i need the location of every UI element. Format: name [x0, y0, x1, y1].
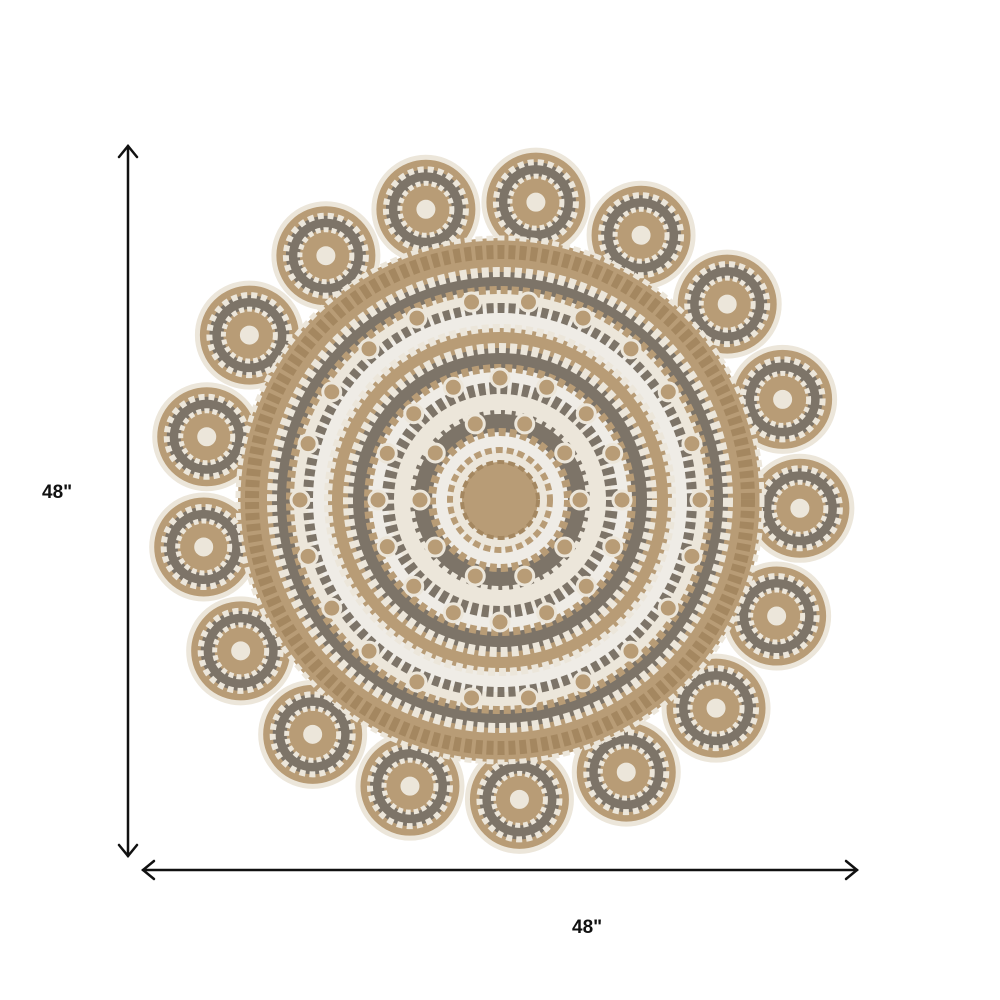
rug-rosette [461, 687, 483, 709]
rug-scallop-center [613, 759, 639, 785]
rug-rosette [575, 403, 597, 425]
rug-rosette [424, 536, 446, 558]
rug-scallop-center [628, 222, 654, 248]
rug-rosette [657, 381, 679, 403]
rug-rosette [358, 338, 380, 360]
width-arrow [141, 859, 859, 881]
rug-rosette [569, 489, 591, 511]
rug-rosette [572, 671, 594, 693]
rug-rosette [572, 307, 594, 329]
rug-rosette [575, 575, 597, 597]
rug-rosette [611, 489, 633, 511]
rug-rosette [297, 545, 319, 567]
rug-scallop-center [764, 603, 790, 629]
rug-rosette [367, 489, 389, 511]
round-jute-rug [149, 147, 855, 854]
rug-scallop-center [787, 495, 813, 521]
rug-scallop-center [191, 534, 217, 560]
rug-scallop-center [236, 322, 262, 348]
rug-scallop-center [397, 773, 423, 799]
rug-rosette [681, 433, 703, 455]
rug-rosette [620, 640, 642, 662]
rug-scallop-center [523, 189, 549, 215]
rug-rosette [358, 640, 380, 662]
rug-rosette [461, 291, 483, 313]
rug-rosette [464, 565, 486, 587]
rug-scallop-center [194, 424, 220, 450]
rug-rosette [620, 338, 642, 360]
rug-rosette [602, 536, 624, 558]
rug-ring [460, 460, 540, 540]
rug-scallop-center [228, 638, 254, 664]
rug-scallop-center [506, 786, 532, 812]
rug-rosette [406, 671, 428, 693]
rug-scallop-center [714, 291, 740, 317]
rug-rosette [442, 602, 464, 624]
rug-rosette [536, 376, 558, 398]
rug-rosette [376, 442, 398, 464]
rug-rosette [602, 442, 624, 464]
rug-rosette [514, 565, 536, 587]
rug-rosette [321, 597, 343, 619]
rug-scallop-center [300, 721, 326, 747]
rug-rosette [489, 611, 511, 633]
rug-rosette [689, 489, 711, 511]
width-dimension-label: 48" [572, 917, 603, 938]
rug-rosette [681, 545, 703, 567]
rug-rosette [536, 602, 558, 624]
rug-scallop-center [770, 386, 796, 412]
rug-rosette [321, 381, 343, 403]
rug-rosette [409, 489, 431, 511]
rug-rosette [403, 575, 425, 597]
rug-rosette [517, 687, 539, 709]
rug-rosette [403, 403, 425, 425]
rug-rosette [489, 367, 511, 389]
rug-rosette [657, 597, 679, 619]
rug-rosette [297, 433, 319, 455]
rug-rosette [376, 536, 398, 558]
rug-scallop-center [703, 695, 729, 721]
rug-scallop-center [413, 196, 439, 222]
rug-rosette [554, 442, 576, 464]
rug-rosette [514, 413, 536, 435]
rug-rosette [289, 489, 311, 511]
height-arrow [117, 144, 139, 858]
rug-rosette [464, 413, 486, 435]
rug-rosette [517, 291, 539, 313]
rug-rosette [406, 307, 428, 329]
rug-rosette [424, 442, 446, 464]
height-dimension-label: 48" [42, 482, 73, 503]
rug-rosette [442, 376, 464, 398]
rug-scallop-center [313, 243, 339, 269]
rug-rosette [554, 536, 576, 558]
